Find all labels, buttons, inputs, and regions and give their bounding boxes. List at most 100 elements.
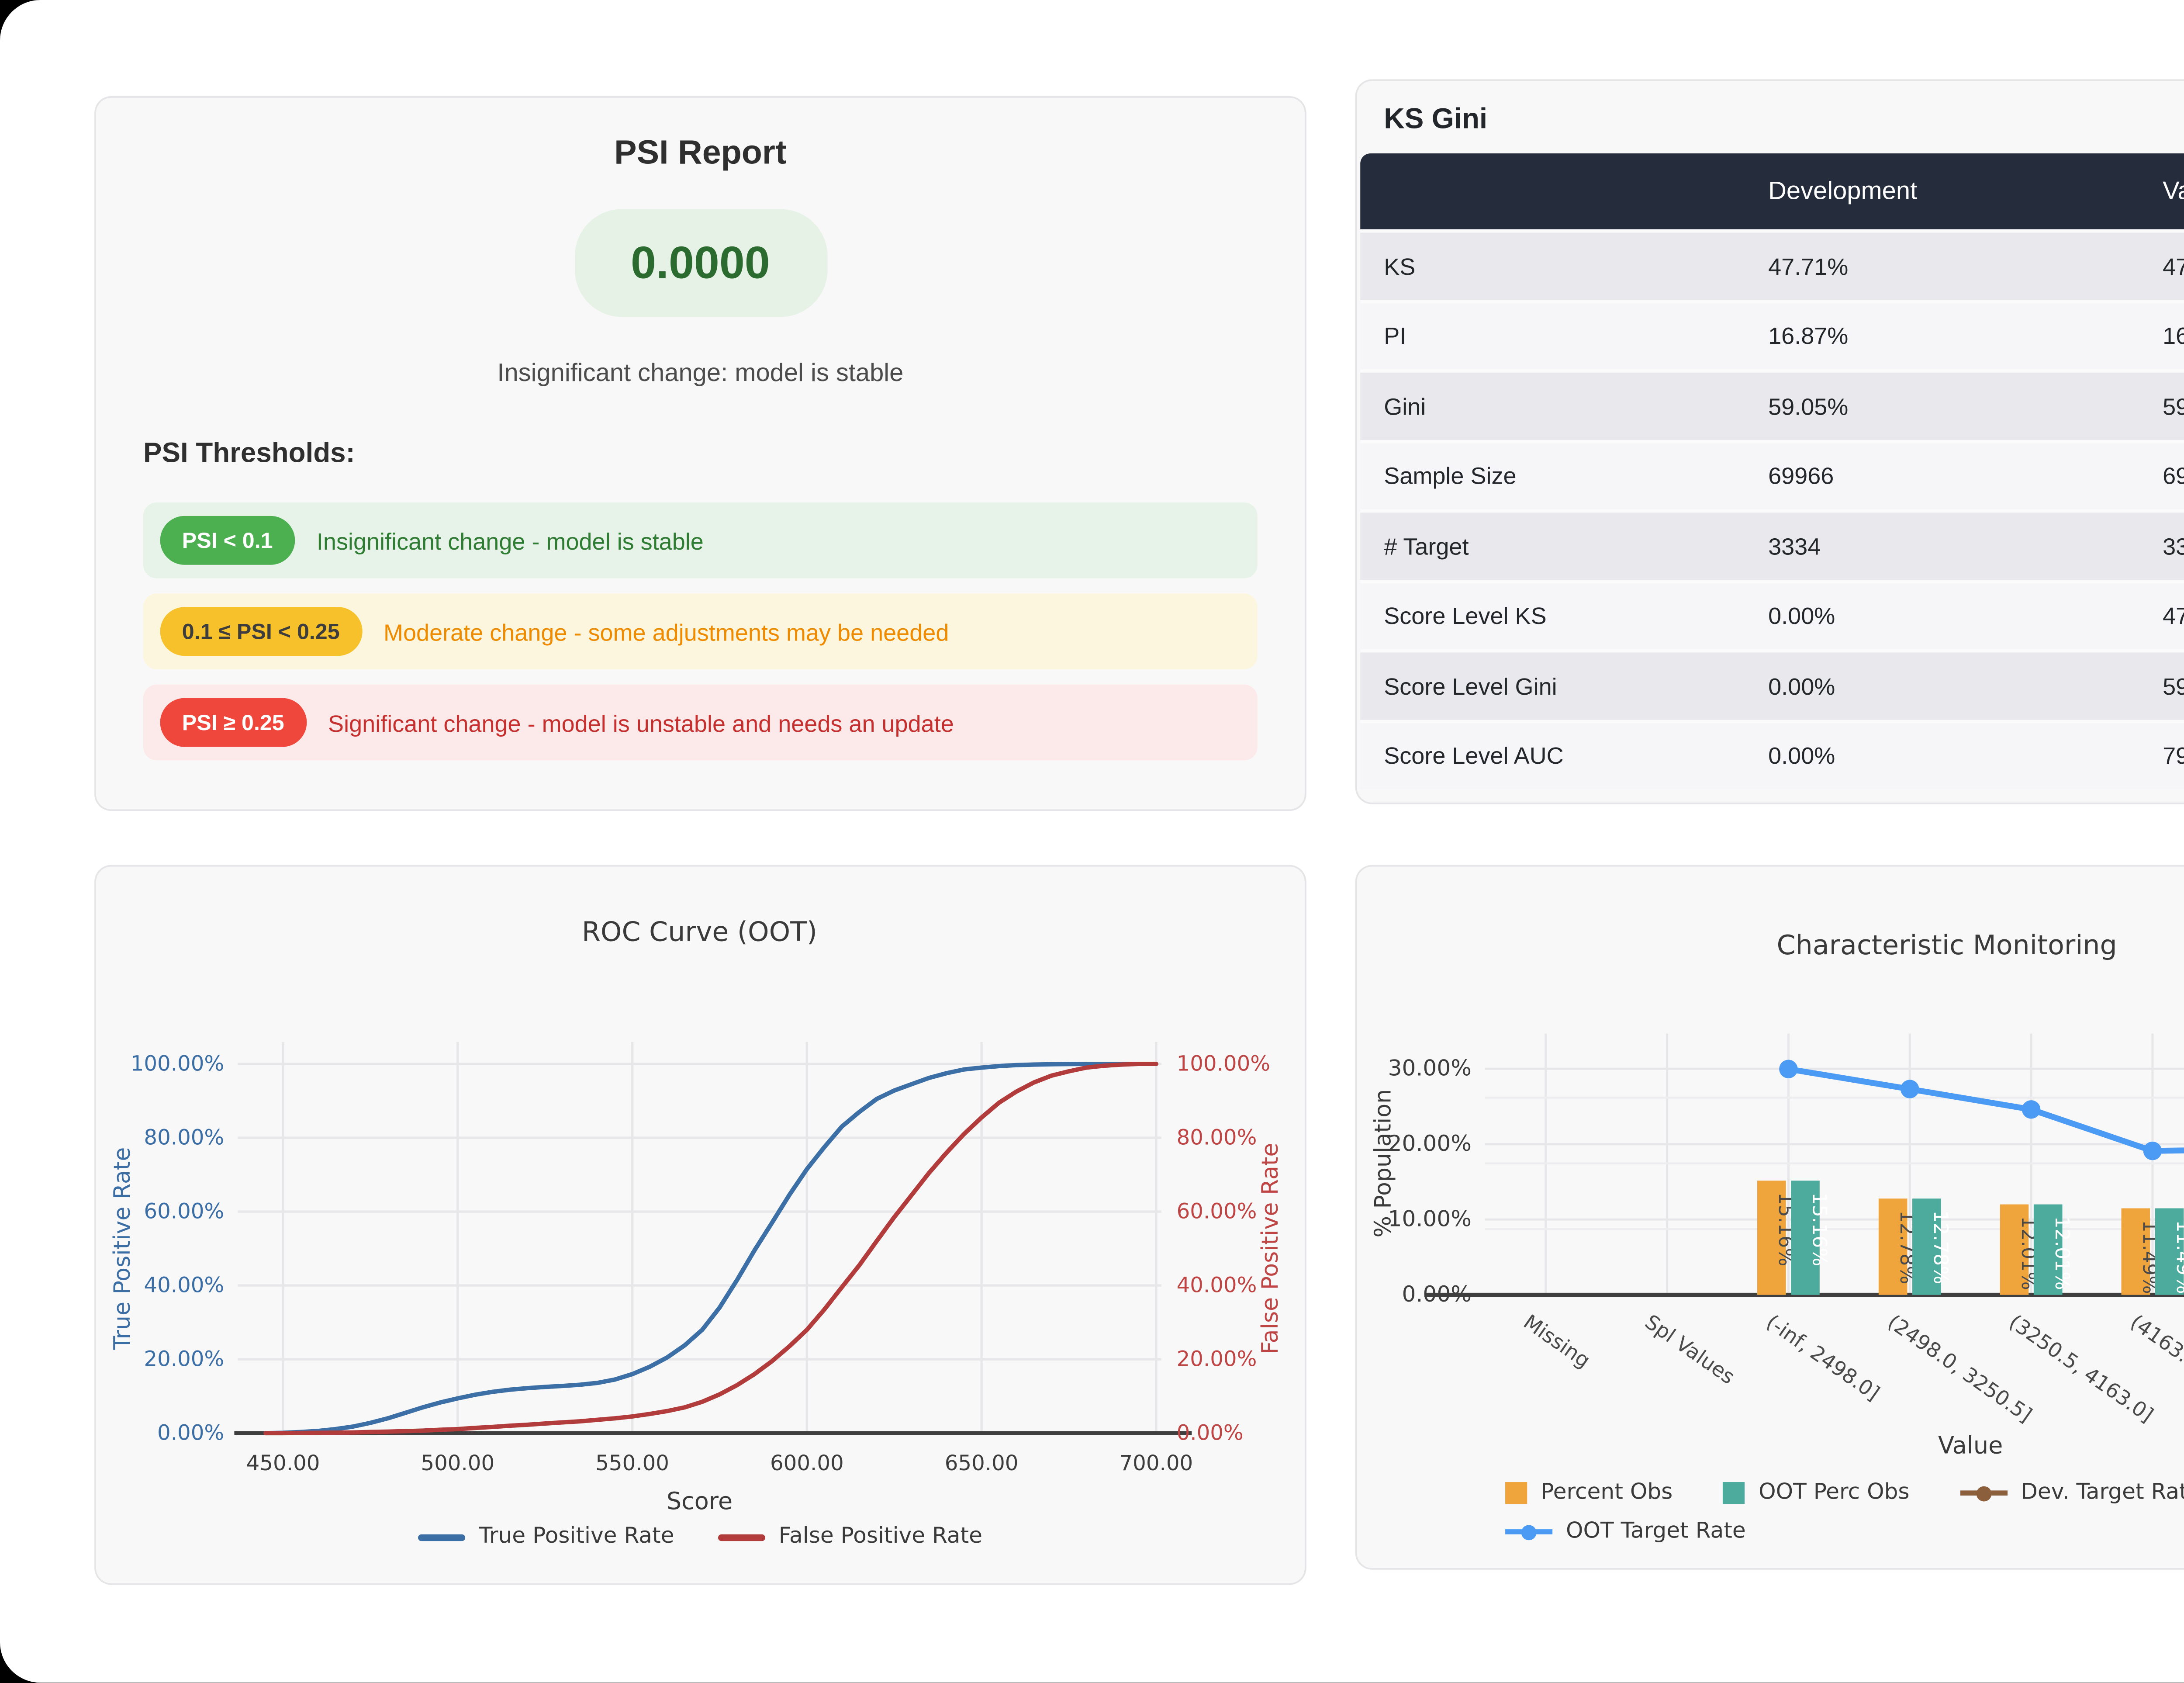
cell-development: 3334 [1768,532,1821,560]
x-tick-label: 550.00 [595,1451,669,1475]
charm-chart-title: Characteristic Monitoring [1777,929,2117,961]
left-y-tick-label: 40.00% [144,1273,224,1298]
cell-metric: KS [1384,252,1416,280]
table-row: Score Level KS 0.00% 47.79% [1360,579,2184,649]
roc-chart-title: ROC Curve (OOT) [582,916,817,947]
teal-square-swatch-icon [1723,1482,1745,1504]
bar-value-label: 11.49% [2172,1220,2184,1294]
cell-metric: Sample Size [1384,462,1517,490]
psi-value-pill: 0.0000 [574,209,827,317]
x-tick-label: 650.00 [945,1451,1019,1475]
psi-threshold-row-yellow: 0.1 ≤ PSI < 0.25 Moderate change - some … [143,593,1258,670]
x-tick-label: (-inf, 2498.0] [1762,1310,1884,1405]
left-y-tick-label: 100.00% [131,1051,225,1076]
table-row: KS 47.71% 47.71% [1360,229,2184,299]
table-row: # Target 3334 3334 [1360,509,2184,579]
left-y-tick-label: 20.00% [1388,1130,1472,1156]
bar-value-label: 12.01% [2051,1216,2073,1290]
cell-development: 59.05% [1768,392,1849,419]
oot-target-rate-line [1785,1066,2184,1154]
legend-item-tpr[interactable]: True Positive Rate [418,1524,674,1550]
left-axis-title: True Positive Rate [109,1147,135,1351]
threshold-description: Insignificant change - model is stable [316,526,704,554]
x-tick-label: 600.00 [770,1451,844,1475]
legend-item-oot-target-rate[interactable]: OOT Target Rate [1505,1519,2184,1544]
header-validation: Validation [2163,177,2184,206]
cell-validation: 59.73% [2163,672,2184,700]
cell-development: 47.71% [1768,252,1849,280]
characteristic-monitoring-panel: Characteristic Monitoring 0.00% 10.00% 20.0… [1355,865,2184,1570]
ks-gini-title: KS Gini [1384,103,1488,135]
legend-label: Percent Obs [1541,1480,1673,1506]
table-row: Sample Size 69966 69966 [1360,439,2184,509]
legend-label: OOT Perc Obs [1759,1480,1910,1506]
cell-development: 0.00% [1768,602,1835,630]
left-axis-title: % Population [1370,1089,1396,1238]
percent-obs-bar [2121,1208,2150,1295]
right-y-tick-label: 80.00% [1177,1125,1257,1150]
left-y-tick-label: 60.00% [144,1199,224,1224]
bar-value-label: 15.16% [1808,1192,1830,1266]
x-tick-label: 500.00 [421,1451,494,1475]
cell-development: 69966 [1768,462,1834,490]
cell-validation: 16.87% [2163,322,2184,350]
fpr-line-swatch-icon [718,1533,765,1541]
legend-label: OOT Target Rate [1566,1519,1746,1544]
legend-label: False Positive Rate [778,1524,983,1550]
oot-perc-obs-bar [1912,1198,1941,1295]
psi-status-text: Insignificant change: model is stable [497,359,904,388]
threshold-badge: 0.1 ≤ PSI < 0.25 [160,607,362,656]
tpr-curve [263,1062,1158,1436]
threshold-badge: PSI ≥ 0.25 [160,698,306,747]
table-body: KS 47.71% 47.71% PI 16.87% 16.87% Gini 5… [1360,229,2184,790]
cell-metric: PI [1384,322,1406,350]
oot-perc-obs-bar [2155,1208,2184,1295]
x-tick-label: 700.00 [1119,1451,1193,1475]
psi-threshold-row-red: PSI ≥ 0.25 Significant change - model is… [143,684,1258,761]
cell-validation: 69966 [2163,462,2184,490]
psi-threshold-row-green: PSI < 0.1 Insignificant change - model i… [143,502,1258,578]
psi-report-title: PSI Report [614,135,787,172]
threshold-description: Moderate change - some adjustments may b… [383,618,949,645]
characteristic-monitoring-chart: Characteristic Monitoring 0.00% 10.00% 20.0… [1370,929,2184,1459]
legend-item-fpr[interactable]: False Positive Rate [718,1524,983,1550]
bar-value-label: 12.78% [1929,1210,1952,1284]
line-marker-dot [1901,1080,1919,1098]
table-row: Score Level AUC 0.00% 79.87% [1360,719,2184,790]
legend-item-dev-target-rate[interactable]: Dev. Target Rate [1960,1480,2184,1506]
line-marker-dot [2022,1100,2041,1119]
right-y-tick-label: 0.00% [1177,1421,1244,1445]
blue-line-swatch-icon [1505,1529,1553,1534]
right-axis-title: False Positive Rate [1257,1143,1283,1354]
x-tick-label: Spl Values [1641,1310,1739,1389]
cell-validation: 59.05% [2163,392,2184,419]
table-row: Score Level Gini 0.00% 59.73% [1360,649,2184,719]
header-development: Development [1768,177,1918,206]
threshold-description: Significant change - model is unstable a… [328,709,954,736]
legend-label: True Positive Rate [479,1524,674,1550]
table-row: PI 16.87% 16.87% [1360,299,2184,370]
cell-validation: 47.79% [2163,602,2184,630]
cell-development: 0.00% [1768,742,1835,769]
ks-gini-panel: KS Gini Export to CSV Development Valida… [1355,79,2184,804]
cell-validation: 3334 [2163,532,2184,560]
left-y-tick-label: 30.00% [1388,1055,1472,1081]
legend-item-oot-perc-obs[interactable]: OOT Perc Obs [1723,1480,1910,1506]
x-axis-title: Score [667,1487,733,1515]
legend-item-percent-obs[interactable]: Percent Obs [1505,1480,1673,1506]
tpr-line-swatch-icon [418,1533,466,1541]
cell-validation: 79.87% [2163,742,2184,769]
cell-development: 0.00% [1768,672,1835,700]
right-y-tick-label: 40.00% [1177,1273,1257,1298]
psi-thresholds-title: PSI Thresholds: [143,438,355,469]
cell-metric: # Target [1384,532,1469,560]
orange-square-swatch-icon [1505,1482,1527,1504]
legend-label: Dev. Target Rate [2021,1480,2184,1506]
psi-value: 0.0000 [631,238,770,288]
left-y-tick-label: 10.00% [1388,1206,1472,1232]
cell-metric: Score Level Gini [1384,672,1557,700]
left-y-tick-label: 80.00% [144,1125,224,1150]
cell-metric: Gini [1384,392,1426,419]
cell-development: 16.87% [1768,322,1849,350]
